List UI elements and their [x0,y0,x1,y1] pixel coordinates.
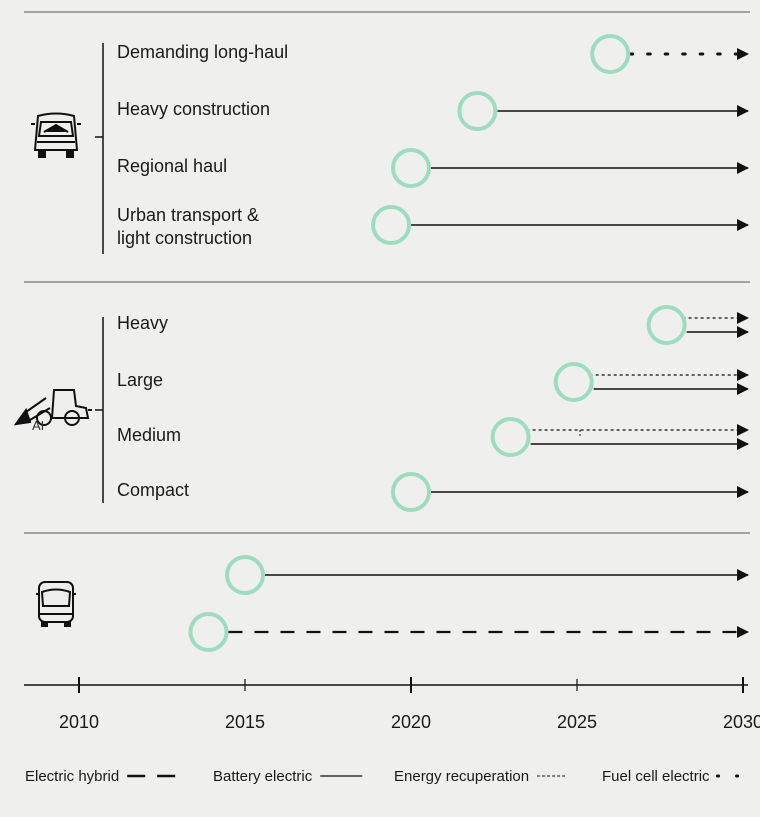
row-label: Heavy [117,313,168,333]
start-marker [225,555,265,595]
start-marker [391,472,431,512]
row-label: Compact [117,480,189,500]
wheel-loader-icon: AI [13,389,92,433]
start-marker [371,205,412,245]
legend-label: Battery electric [213,768,313,785]
row-label: Regional haul [117,156,227,176]
bus-icon [36,581,76,627]
start-marker [553,362,594,402]
row-label: Large [117,370,163,390]
row-label: Urban transport & light construction [117,205,259,248]
start-marker [590,34,631,74]
x-tick-label: 2020 [391,712,431,732]
truck-icon [31,112,81,158]
x-tick-label: 2015 [225,712,265,732]
row-label: Heavy construction [117,99,270,119]
x-tick-label: 2030 [723,712,760,732]
start-marker [457,91,498,131]
x-tick-label: 2010 [59,712,99,732]
legend-label: Fuel cell electric [602,768,710,785]
row-label: Medium [117,425,181,445]
start-marker [490,417,531,457]
start-marker [188,612,229,652]
svg-text:AI: AI [32,418,44,433]
row-label: Demanding long-haul [117,42,288,62]
legend-label: Electric hybrid [25,768,119,785]
start-marker [646,305,687,345]
legend-label: Energy recuperation [394,768,529,785]
start-marker [391,148,431,188]
x-tick-label: 2025 [557,712,597,732]
